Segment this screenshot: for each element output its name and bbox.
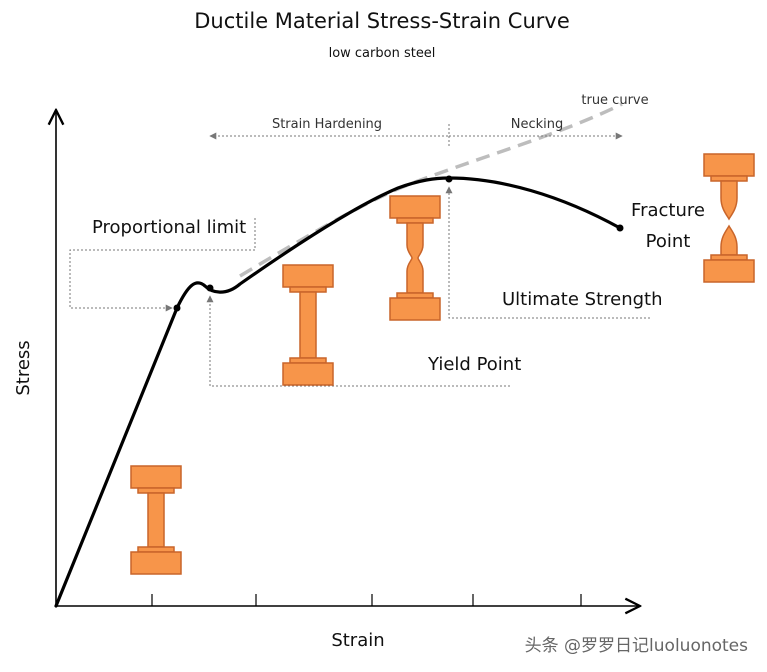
- specimen-fracture-icon: [703, 153, 755, 283]
- ultimate-strength-leader: [445, 186, 650, 319]
- axes: [56, 110, 640, 606]
- fracture-point-label-line1: Fracture: [631, 200, 705, 221]
- diagram-subtitle: low carbon steel: [329, 46, 436, 61]
- watermark-text: 头条 @罗罗日记luoluonotes: [525, 636, 749, 656]
- guide-lines: [69, 124, 650, 387]
- ultimate-strength-point: [445, 175, 453, 183]
- fracture-point-label-line2: Point: [646, 231, 691, 252]
- strain-hardening-label: Strain Hardening: [272, 117, 382, 132]
- true-curve-label: true curve: [581, 93, 648, 108]
- proportional-limit-label: Proportional limit: [92, 217, 246, 238]
- fracture-point-marker: [616, 224, 624, 232]
- yield-point-label: Yield Point: [427, 354, 521, 375]
- ultimate-strength-label: Ultimate Strength: [502, 289, 663, 310]
- specimen-elastic-icon: [130, 465, 182, 575]
- diagram-title: Ductile Material Stress-Strain Curve: [194, 9, 569, 33]
- yield-point-leader: [206, 295, 510, 387]
- specimen-necking-icon: [389, 195, 441, 321]
- y-axis-label: Stress: [13, 340, 34, 395]
- specimen-yield-icon: [282, 264, 334, 386]
- proportional-limit-point: [173, 304, 181, 312]
- yield-point-marker: [206, 284, 214, 292]
- proportional-limit-leader: [69, 218, 256, 312]
- stress-strain-curve: [54, 176, 622, 608]
- necking-label: Necking: [511, 117, 564, 132]
- x-axis-label: Strain: [331, 630, 384, 651]
